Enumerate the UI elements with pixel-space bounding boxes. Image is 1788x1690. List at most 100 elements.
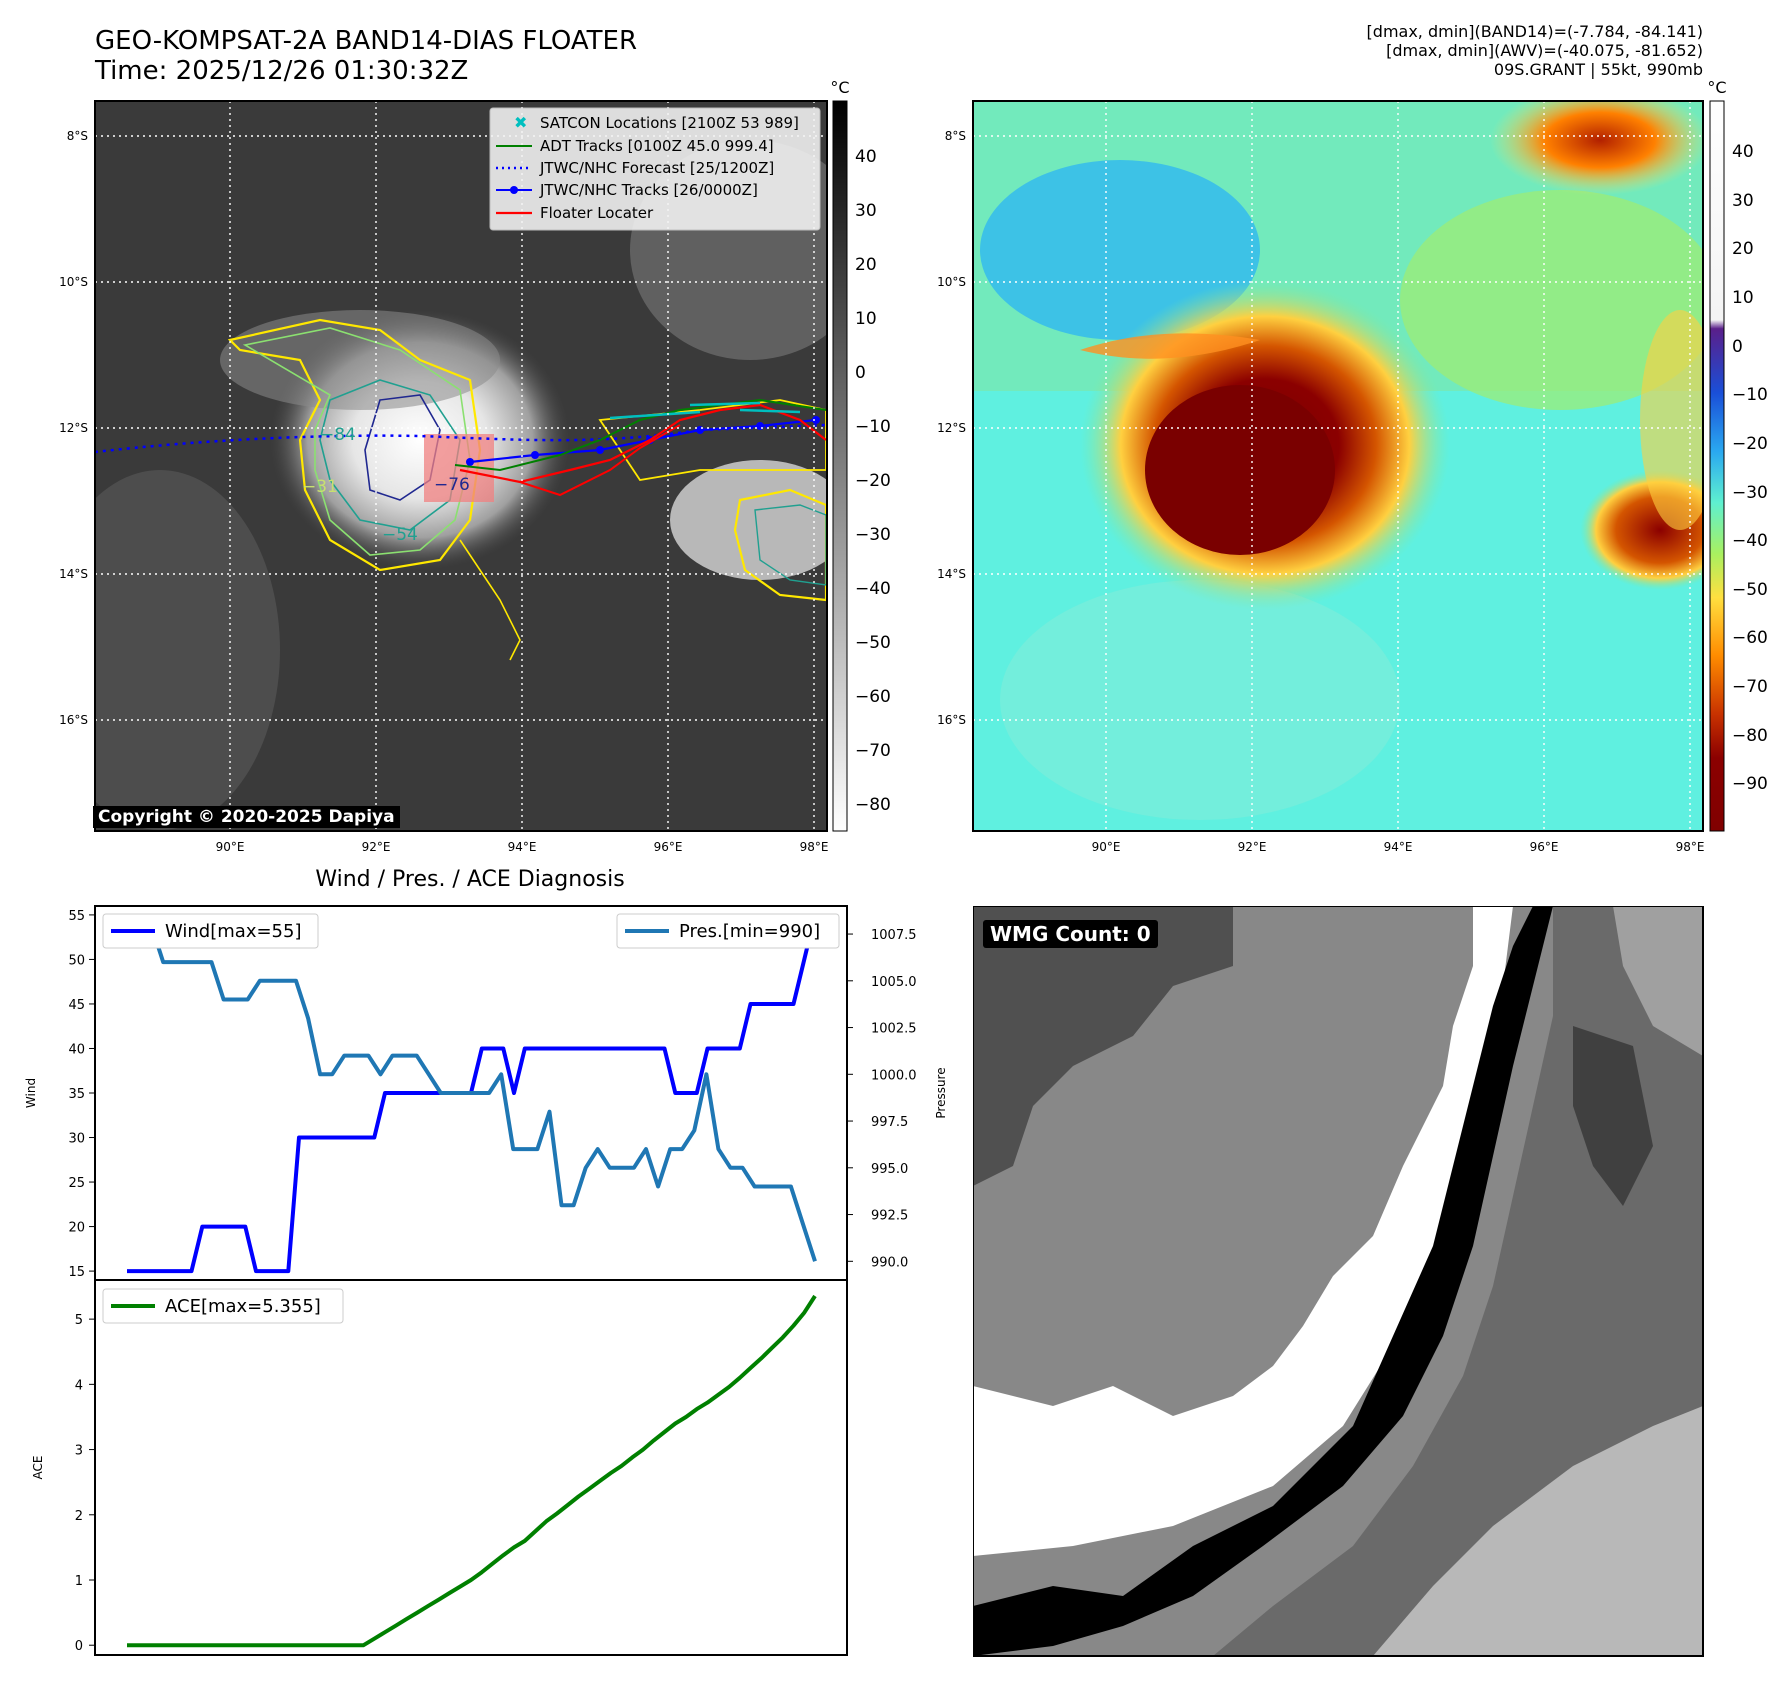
adt-track-line: [454, 398, 827, 472]
stats-block: [dmax, dmin](BAND14)=(-7.784, -84.141) […: [1367, 22, 1703, 79]
pres-tick-label-7: 1007.5: [871, 928, 917, 943]
awv-gridlines: [973, 101, 1703, 831]
ir-cb-tick-12: −80: [855, 795, 891, 815]
awv-lat-1: 10°S: [937, 275, 966, 289]
wind-tick-label-8: 55: [68, 909, 85, 924]
wind-pressure-chart: 15 20 25 30 35 40 45 50 55 990.0 992.5 995.0 997.5 10…: [24, 905, 948, 1281]
stat-line-2: [dmax, dmin](AWV)=(-40.075, -81.652): [1386, 41, 1703, 60]
awv-colorbar: [1709, 100, 1725, 832]
ace-tick-label-3: 3: [75, 1444, 83, 1459]
ir-cb-tick-9: −50: [855, 633, 891, 653]
wmg-black-band: [973, 906, 1553, 1656]
title-line-1: GEO-KOMPSAT-2A BAND14-DIAS FLOATER: [95, 26, 638, 56]
figure-title: GEO-KOMPSAT-2A BAND14-DIAS FLOATER Time:…: [95, 26, 637, 86]
ace-plot-frame: [94, 1279, 848, 1656]
ir-cb-tick-3: 10: [855, 309, 877, 329]
ace-tick-label-2: 2: [75, 1509, 83, 1524]
awv-lon-1: 92°E: [1238, 840, 1267, 854]
awv-cb-tick-8: −40: [1732, 531, 1768, 551]
wind-plot-frame: [94, 905, 848, 1281]
ir-lon-2: 94°E: [508, 840, 537, 854]
ir-lat-3: 14°S: [59, 567, 88, 581]
ir-lon-4: 98°E: [800, 840, 829, 854]
legend-marker-satcon: ✖: [514, 113, 527, 132]
wind-tick-label-0: 15: [68, 1265, 85, 1280]
ir-cb-tick-2: 20: [855, 255, 877, 275]
awv-lat-4: 16°S: [937, 713, 966, 727]
awv-cb-tick-11: −70: [1732, 677, 1768, 697]
ace-series-line: [127, 1294, 817, 1648]
pres-tick-label-5: 1002.5: [871, 1022, 917, 1037]
ir-colorbar-unit: °C: [830, 78, 849, 97]
wind-legend-box: [102, 913, 319, 949]
awv-cb-tick-7: −30: [1732, 483, 1768, 503]
pres-legend-label: Pres.[min=990]: [679, 921, 820, 942]
pres-tick-label-6: 1005.0: [871, 975, 917, 990]
pres-tick-label-0: 990.0: [871, 1255, 908, 1270]
wind-tick-label-3: 30: [68, 1132, 85, 1147]
awv-lon-0: 90°E: [1092, 840, 1121, 854]
legend-forecast: JTWC/NHC Forecast [25/1200Z]: [539, 159, 774, 177]
ir-lat-0: 8°S: [67, 129, 88, 143]
stat-line-1: [dmax, dmin](BAND14)=(-7.784, -84.141): [1366, 22, 1703, 41]
legend-tracks: JTWC/NHC Tracks [26/0000Z]: [539, 181, 758, 199]
ir-cb-tick-0: 40: [855, 147, 877, 167]
ir-lon-labels: 90°E 92°E 94°E 96°E 98°E: [216, 840, 829, 854]
wmg-light-region: [1373, 1406, 1703, 1656]
legend-adt: ADT Tracks [0100Z 45.0 999.4]: [540, 137, 774, 155]
ace-tick-label-4: 4: [75, 1378, 83, 1393]
awv-cb-tick-2: 20: [1732, 239, 1754, 259]
ir-colorbar: [832, 100, 848, 832]
ir-colorbar-ticks: 40 30 20 10 0 −10 −20 −30 −40 −50 −60 −7…: [855, 147, 891, 815]
ir-contour-labels: −31 −54 −76 −84: [302, 425, 470, 545]
awv-colorbar-ticks: 40 30 20 10 0 −10 −20 −30 −40 −50 −60 −7…: [1732, 142, 1768, 794]
contour-label-0: −31: [302, 477, 338, 497]
ir-lat-labels: 8°S 10°S 12°S 14°S 16°S: [59, 129, 88, 727]
ir-cb-tick-6: −20: [855, 471, 891, 491]
stat-line-3: 09S.GRANT | 55kt, 990mb: [1493, 60, 1703, 79]
title-line-2: Time: 2025/12/26 01:30:32Z: [95, 56, 469, 86]
awv-cb-tick-6: −20: [1732, 434, 1768, 454]
awv-lat-labels: 8°S 10°S 12°S 14°S 16°S: [937, 129, 966, 727]
wmg-frame: [973, 906, 1704, 1657]
wind-tick-label-6: 45: [68, 998, 85, 1013]
awv-cb-tick-4: 0: [1732, 337, 1743, 357]
ir-cb-tick-8: −40: [855, 579, 891, 599]
awv-cb-tick-12: −80: [1732, 726, 1768, 746]
ir-lat-1: 10°S: [59, 275, 88, 289]
awv-lat-3: 14°S: [937, 567, 966, 581]
copyright-label: Copyright © 2020-2025 Dapiya: [93, 806, 400, 828]
wmg-dark-region: [973, 906, 1233, 1186]
awv-cb-tick-5: −10: [1732, 385, 1768, 405]
awv-lon-3: 96°E: [1530, 840, 1559, 854]
awv-cb-tick-9: −50: [1732, 580, 1768, 600]
legend-dot-tracks: [510, 186, 518, 194]
ir-lat-2: 12°S: [59, 421, 88, 435]
diagnosis-title: Wind / Pres. / ACE Diagnosis: [315, 867, 624, 892]
ir-lon-1: 92°E: [362, 840, 391, 854]
ir-cb-tick-11: −70: [855, 741, 891, 761]
ir-lon-3: 96°E: [654, 840, 683, 854]
pres-tick-label-4: 1000.0: [871, 1068, 917, 1083]
ir-frame: [94, 100, 828, 832]
pres-tick-label-2: 995.0: [871, 1162, 908, 1177]
ir-lon-0: 90°E: [216, 840, 245, 854]
wind-tick-label-1: 20: [68, 1221, 85, 1236]
awv-lat-0: 8°S: [945, 129, 966, 143]
ace-tick-label-5: 5: [75, 1313, 83, 1328]
wmg-mid-dark: [1573, 1026, 1653, 1206]
awv-lat-2: 12°S: [937, 421, 966, 435]
awv-cb-tick-10: −60: [1732, 628, 1768, 648]
awv-lon-2: 94°E: [1384, 840, 1413, 854]
awv-frame: [972, 100, 1704, 832]
ir-tracks: [95, 398, 827, 497]
wmg-count-label: WMG Count: 0: [983, 920, 1158, 948]
contour-label-3: −84: [320, 425, 356, 445]
ir-legend: ✖ SATCON Locations [2100Z 53 989] ADT Tr…: [489, 107, 821, 231]
wind-tick-label-5: 40: [68, 1042, 85, 1057]
wmg-svg: [973, 906, 1704, 1657]
awv-colorbar-unit: °C: [1707, 78, 1726, 97]
awv-cb-tick-3: 10: [1732, 288, 1754, 308]
awv-lon-4: 98°E: [1676, 840, 1705, 854]
wmg-ne-region: [1613, 906, 1703, 1056]
